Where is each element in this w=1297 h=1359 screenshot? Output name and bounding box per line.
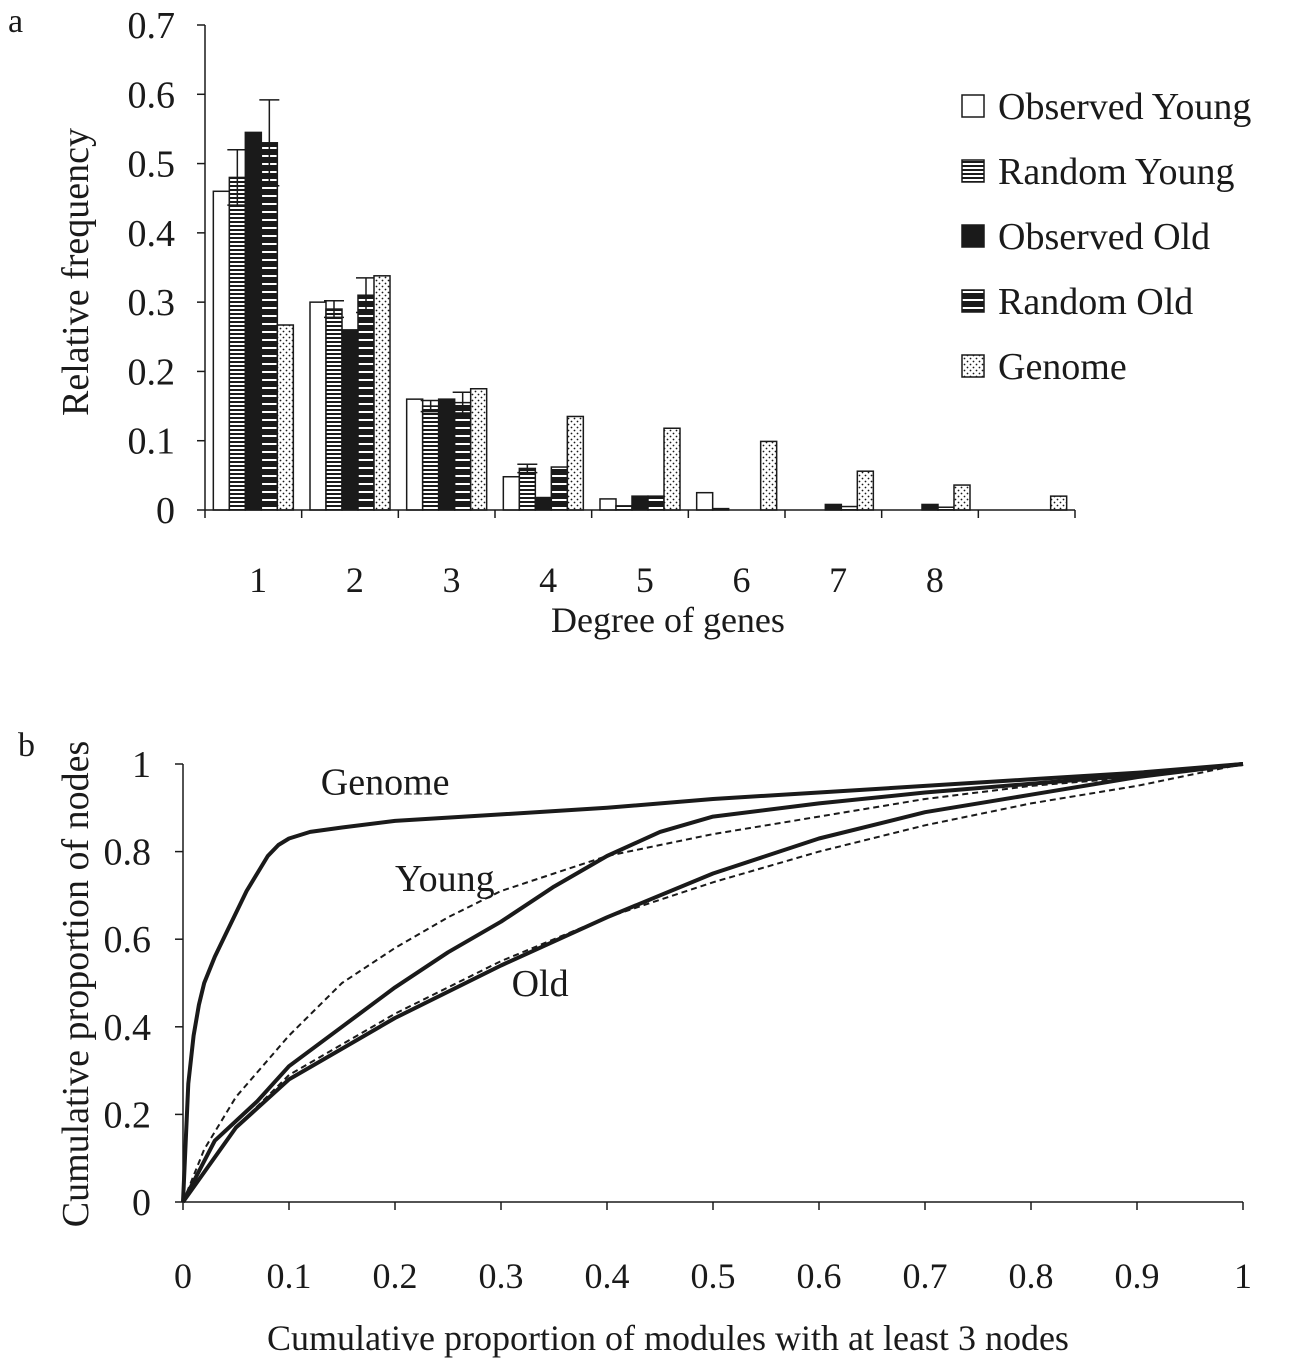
- bar-observed-young-5: [599, 498, 617, 511]
- panel-a-y-tick-label: 0.5: [128, 144, 176, 186]
- bar-random-old-1: [260, 142, 279, 511]
- panel-a-y-tick-label: 0.1: [128, 421, 176, 463]
- line-old-random: [182, 763, 1244, 1203]
- annotation-old: Old: [512, 963, 569, 1005]
- bar-random-old-5: [647, 495, 665, 511]
- bar-random-old-4: [550, 466, 569, 511]
- bar-genome-8: [953, 484, 971, 511]
- bar-genome-2: [373, 275, 391, 511]
- panel-b-x-tick-label: 0.9: [1115, 1256, 1160, 1296]
- panel-b-x-tick-label: 0.1: [267, 1256, 312, 1296]
- panel-a-y-tick-label: 0.4: [128, 213, 176, 255]
- line-young-random: [182, 763, 1244, 1203]
- legend-label-observed-young: Observed Young: [998, 86, 1251, 128]
- panel-a-y-tick-label: 0: [156, 490, 175, 532]
- panel-b-x-tick-label: 0.8: [1009, 1256, 1054, 1296]
- panel-a-y-tick-label: 0.6: [128, 74, 176, 116]
- panel-a-x-tick-label: 8: [926, 560, 944, 600]
- panel-a-x-tick-label: 6: [733, 560, 751, 600]
- bar-random-young-3: [421, 405, 440, 511]
- annotation-young: Young: [395, 858, 495, 900]
- legend: Observed Young Random Young Observed Old Ra…: [961, 86, 1251, 388]
- bar-genome-5: [663, 427, 681, 511]
- bar-observed-old-3: [437, 398, 456, 511]
- bar-observed-old-7: [824, 503, 843, 511]
- panel-b-y-tick-label: 0.2: [104, 1094, 152, 1136]
- bar-observed-young-6: [695, 491, 714, 511]
- panel-a-label: a: [8, 3, 23, 40]
- bar-observed-old-4: [534, 496, 553, 511]
- panel-b-x-tick-label: 0.2: [373, 1256, 418, 1296]
- bar-observed-young-4: [502, 475, 521, 511]
- bar-random-old-3: [453, 401, 472, 511]
- panel-a-x-tick-label: 3: [443, 560, 461, 600]
- bar-observed-old-5: [631, 495, 649, 511]
- panel-b-y-tick-label: 0: [132, 1182, 151, 1224]
- panel-b-y-tick-label: 0.4: [104, 1007, 152, 1049]
- bar-genome-4: [566, 415, 585, 511]
- panel-b-y-tick-label: 1: [132, 744, 151, 786]
- panel-a-y-tick-label: 0.7: [128, 5, 176, 47]
- panel-b-x-tick-label: 0.7: [903, 1256, 948, 1296]
- legend-label-random-old: Random Old: [998, 281, 1193, 323]
- panel-a-bar-chart: a 0 0.1 0.2 0.3 0.4 0.5 0.6 0.7 1 2 3 4 5 6 7 8 Relati…: [8, 3, 1251, 640]
- bar-observed-young-2: [309, 301, 327, 511]
- panel-a-x-axis-title: Degree of genes: [551, 600, 785, 640]
- bar-genome-7: [856, 470, 875, 511]
- bar-random-old-2: [357, 294, 375, 511]
- panel-a-x-tick-label: 5: [636, 560, 654, 600]
- panel-a-x-tick-label: 1: [249, 560, 267, 600]
- legend-swatch-genome: [961, 354, 985, 378]
- legend-swatch-observed-old: [961, 224, 985, 248]
- panel-b-x-tick-label: 1: [1234, 1256, 1252, 1296]
- panel-a-y-tick-label: 0.3: [128, 282, 176, 324]
- bar-genome-6: [759, 440, 778, 511]
- bar-observed-old-1: [244, 131, 263, 511]
- bar-genome-extra: [1049, 495, 1068, 511]
- legend-swatch-observed-young: [961, 94, 985, 118]
- panel-b-x-tick-label: 0.4: [585, 1256, 630, 1296]
- line-old: [181, 762, 1244, 1204]
- panel-b-x-tick-label: 0.5: [691, 1256, 736, 1296]
- panel-b-y-tick-label: 0.8: [104, 832, 152, 874]
- panel-b-y-axis-title: Cumulative proportion of nodes: [55, 741, 97, 1228]
- annotation-genome: Genome: [321, 762, 450, 804]
- panel-a-y-tick-label: 0.2: [128, 351, 176, 393]
- legend-swatch-random-young: [961, 159, 985, 183]
- panel-b-line-chart: b 0 0.2 0.4 0.6 0.8 1 0 0.1 0.2 0.3 0.4 0.5 0.6 0.7 0…: [18, 727, 1252, 1358]
- panel-a-x-tick-label: 4: [539, 560, 557, 600]
- bar-observed-young-3: [405, 398, 424, 511]
- bar-random-young-2: [325, 308, 343, 511]
- legend-label-observed-old: Observed Old: [998, 216, 1210, 258]
- panel-b-x-tick-label: 0.3: [479, 1256, 524, 1296]
- bar-random-young-4: [518, 467, 537, 511]
- bar-observed-young-1: [212, 190, 231, 511]
- panel-b-x-tick-label: 0: [174, 1256, 192, 1296]
- legend-label-random-young: Random Young: [998, 151, 1235, 193]
- panel-b-label: b: [18, 727, 35, 764]
- legend-label-genome: Genome: [998, 346, 1127, 388]
- bar-random-young-1: [228, 176, 247, 511]
- legend-swatch-random-old: [961, 289, 985, 313]
- bar-genome-3: [469, 388, 488, 511]
- panel-a-x-tick-label: 7: [829, 560, 847, 600]
- line-young: [181, 762, 1244, 1203]
- line-genome: [181, 762, 1244, 1203]
- panel-a-x-tick-label: 2: [346, 560, 364, 600]
- panel-b-y-tick-label: 0.6: [104, 919, 152, 961]
- bar-genome-1: [276, 324, 295, 511]
- bar-observed-old-2: [341, 329, 359, 511]
- panel-b-x-tick-label: 0.6: [797, 1256, 842, 1296]
- panel-b-x-axis-title: Cumulative proportion of modules with at…: [267, 1318, 1069, 1358]
- panel-a-y-axis-title: Relative frequency: [55, 128, 97, 416]
- bar-observed-old-8: [921, 503, 939, 511]
